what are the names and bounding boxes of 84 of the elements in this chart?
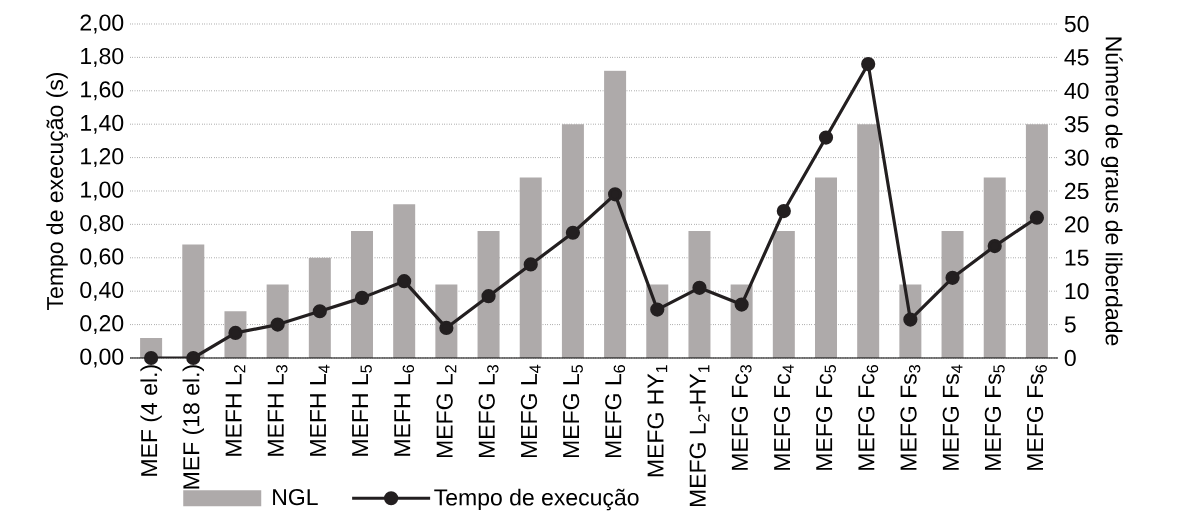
point (608, 187, 623, 202)
bar (772, 231, 795, 358)
bar (477, 231, 500, 358)
point (523, 257, 538, 272)
y2-tick-label: 15 (1065, 249, 1089, 266)
y2-tick-label: 0 (1064, 349, 1076, 367)
y-axis-title: Tempo de execução (s) (46, 72, 68, 310)
y2-tick-label: 35 (1064, 116, 1089, 133)
y-tick-label: 2,00 (80, 14, 124, 34)
x-tick-label: MEFG L$_{4}$ (520, 364, 541, 458)
bar (561, 124, 584, 358)
point (861, 56, 876, 72)
y2-tick-label: 45 (1064, 49, 1089, 66)
y2-tick-label: 30 (1064, 149, 1089, 166)
y-tick-label: 0,00 (80, 348, 124, 368)
x-tick-label: MEFH L$_{3}$ (267, 365, 288, 456)
y-tick-label: 0,20 (80, 315, 124, 335)
bar (393, 204, 416, 358)
bar (857, 124, 880, 358)
y-tick-label: 1,00 (81, 181, 124, 201)
point (692, 280, 707, 295)
point (186, 350, 201, 366)
point (397, 274, 412, 289)
point (776, 203, 791, 219)
y2-tick-label: 25 (1065, 182, 1089, 200)
point (144, 350, 159, 366)
x-tick-label: MEFG Fc$_{4}$ (773, 364, 794, 470)
bar (983, 177, 1006, 358)
y-tick-label: 1,20 (81, 148, 124, 168)
x-tick-label: MEFH L$_{2}$ (225, 365, 246, 456)
bar (182, 244, 205, 358)
point (270, 317, 285, 332)
x-tick-label: MEFG Fc$_{5}$ (816, 365, 836, 470)
point (818, 130, 834, 145)
y2-tick-label: 20 (1065, 216, 1089, 233)
point (987, 239, 1002, 254)
point (650, 302, 665, 317)
y-tick-label: 0,80 (80, 214, 124, 234)
x-tick-label: MEFG L$_{5}$ (562, 365, 583, 458)
y-tick-label: 0,60 (80, 248, 124, 268)
bar (1025, 124, 1048, 358)
x-tick-label: MEFG Fs$_{5}$ (984, 365, 1005, 470)
x-tick-label: MEFG L$_{6}$ (605, 365, 626, 458)
x-tick-label: MEFH L$_{6}$ (394, 365, 415, 456)
bar (688, 231, 711, 358)
point (312, 304, 327, 319)
x-tick-label: MEFG HY$_{1}$ (647, 365, 668, 477)
x-tick-label: MEFH L$_{5}$ (352, 365, 372, 456)
y2-tick-label: 5 (1064, 316, 1076, 333)
x-tick-label: MEFG Fc$_{3}$ (731, 365, 752, 470)
bar (815, 177, 837, 358)
bar (519, 177, 542, 358)
y2-tick-label: 10 (1065, 283, 1089, 300)
x-tick-label: MEFG L$_{2}$ (436, 365, 457, 458)
x-tick-label: MEFG Fc$_{6}$ (858, 365, 879, 470)
y-tick-label: 1,40 (81, 114, 124, 134)
y2-tick-label: 40 (1064, 82, 1089, 99)
bar (308, 257, 331, 358)
legend-label: Tempo de execução (434, 488, 639, 511)
point (565, 225, 581, 240)
x-tick-label: MEFG L$_{2}$-HY$_{1}$ (689, 365, 710, 507)
bar (941, 231, 964, 358)
y2-axis-title: Número de graus de liberdade (1100, 37, 1123, 346)
point (439, 320, 454, 336)
point (354, 290, 370, 305)
x-tick-label: MEFG Fs$_{4}$ (942, 364, 963, 470)
legend-label: NGL (273, 488, 318, 506)
point (1029, 210, 1045, 225)
bar (604, 70, 627, 358)
point (734, 297, 749, 312)
bar (351, 231, 374, 358)
point (945, 270, 960, 285)
x-tick-label: MEFG Fs$_{6}$ (1026, 365, 1047, 470)
y-tick-label: 0,40 (80, 281, 124, 301)
point (481, 289, 496, 304)
y-tick-label: 1,60 (81, 81, 124, 101)
point (903, 312, 918, 327)
y2-tick-label: 50 (1064, 15, 1089, 33)
x-tick-label: MEFG Fs$_{3}$ (900, 365, 921, 470)
x-tick-label: MEFG L$_{3}$ (478, 365, 499, 458)
x-tick-label: MEFH L$_{4}$ (310, 364, 330, 456)
x-tick-label: MEF (18 el.) (182, 365, 204, 489)
y-tick-label: 1,80 (81, 47, 124, 67)
x-tick-label: MEF (4 el.) (140, 365, 162, 476)
